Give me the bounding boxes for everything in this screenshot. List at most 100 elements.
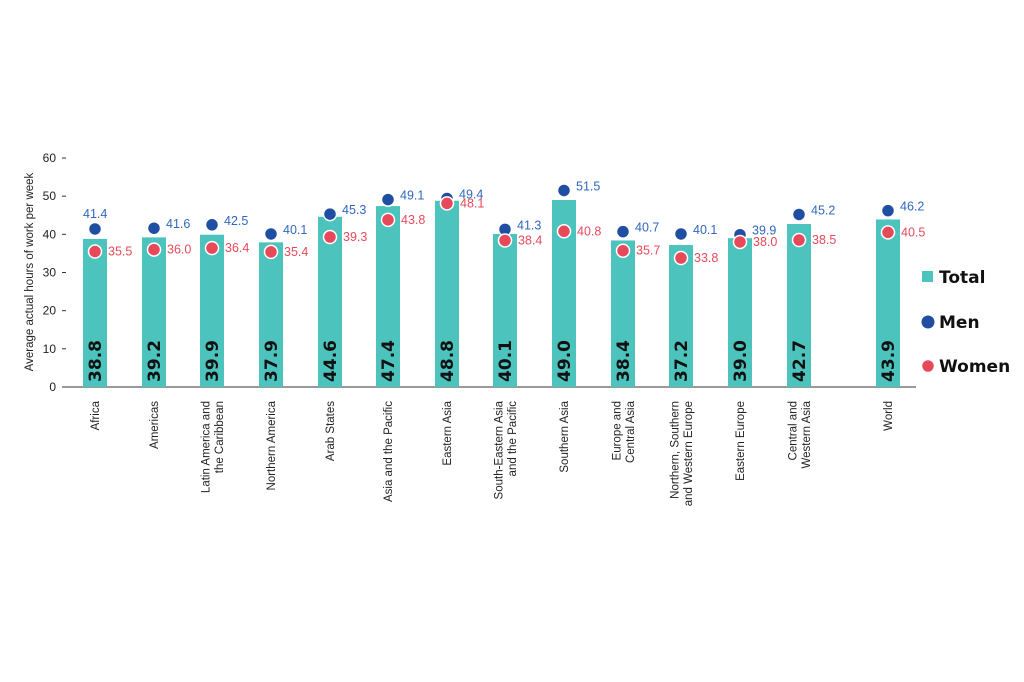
category-label-line: and Western Europe: [683, 401, 695, 506]
y-tick-label: 0: [49, 380, 56, 394]
women-points: 35.5 36.0 36.4 35.4 39.3 43.8 48.1 38.4 40.8 35.7…: [87, 196, 925, 266]
women-point: [497, 233, 513, 248]
women-value-label: 43.8: [401, 213, 425, 227]
women-point: [556, 224, 572, 239]
women-value-label: 35.7: [636, 244, 660, 258]
men-point: [204, 217, 220, 233]
bar-total: [200, 234, 224, 387]
bar-value-label: 49.0: [555, 340, 575, 382]
women-value-label: 48.1: [460, 196, 484, 210]
men-value-label: 40.7: [635, 221, 659, 235]
men-point: [791, 207, 807, 222]
men-point: [322, 206, 338, 222]
category-label-line: Central and: [787, 401, 799, 460]
men-value-label: 40.1: [693, 223, 717, 237]
women-value-label: 40.8: [577, 224, 601, 238]
men-point: [615, 224, 631, 239]
legend-total-label: Total: [939, 268, 985, 288]
bar-value-label: 40.1: [496, 340, 516, 382]
men-value-label: 49.1: [400, 189, 424, 203]
category-label: Europe and Central Asia: [611, 400, 637, 463]
category-label: Northern, Southern and Western Europe: [669, 401, 695, 506]
bar-total: [83, 238, 107, 387]
bar-total: [493, 233, 517, 387]
category-label-line: Northern, Southern: [669, 401, 681, 499]
category-label-line: World: [883, 401, 895, 431]
category-label: South-Eastern Asia and the Pacific: [493, 400, 519, 499]
men-value-label: 45.2: [811, 203, 835, 217]
men-point: [556, 183, 572, 198]
women-value-label: 35.5: [108, 245, 132, 259]
women-value-label: 35.4: [284, 245, 308, 259]
men-value-label: 41.3: [517, 218, 541, 232]
legend-women-marker: [920, 358, 936, 374]
bar-total: [669, 245, 693, 387]
category-label-line: Americas: [149, 401, 161, 449]
men-value-label: 46.2: [900, 200, 924, 214]
category-label: Africa: [90, 400, 102, 430]
y-tick-label: 60: [43, 151, 57, 165]
women-point: [732, 234, 748, 250]
category-label-line: Asia and the Pacific: [383, 401, 395, 502]
x-axis-labels: Africa Americas Latin America and the Carib…: [90, 400, 895, 506]
bar-total: [787, 224, 811, 387]
women-value-label: 36.4: [225, 241, 249, 255]
men-point: [87, 221, 103, 237]
men-value-label: 51.5: [576, 179, 600, 193]
category-label: Southern Asia: [559, 400, 571, 472]
bar-value-label: 38.8: [86, 340, 106, 382]
category-label-line: Europe and: [611, 401, 623, 460]
y-axis: 0 10 20 30 40 50 60: [43, 151, 916, 394]
category-label-line: Eastern Europe: [735, 401, 747, 481]
women-value-label: 40.5: [901, 225, 925, 239]
women-point: [615, 243, 631, 258]
women-point: [380, 212, 396, 228]
bar-total: [259, 242, 283, 387]
bar-value-label: 48.8: [438, 340, 458, 382]
category-label: Arab States: [325, 401, 337, 461]
bar-value-label: 43.9: [879, 340, 899, 382]
women-point: [204, 240, 220, 256]
category-label-line: and the Pacific: [507, 401, 519, 477]
category-label: Latin America and the Caribbean: [200, 401, 226, 493]
legend-men-marker: [921, 315, 935, 329]
legend-women-label: Women: [939, 357, 1010, 377]
bar-value-label: 37.9: [262, 340, 282, 382]
category-label-line: Latin America and: [200, 401, 212, 493]
y-tick-label: 40: [43, 227, 57, 241]
men-point: [263, 226, 279, 242]
women-point: [322, 229, 338, 245]
bar-value-label: 39.9: [203, 340, 223, 382]
category-label: Central and Western Asia: [787, 400, 813, 468]
men-point: [380, 192, 396, 207]
women-value-label: 33.8: [694, 251, 718, 265]
category-label: Americas: [149, 401, 161, 449]
bar-value-label: 44.6: [321, 340, 341, 382]
category-label-line: the Caribbean: [214, 401, 226, 473]
women-value-label: 38.5: [812, 233, 836, 247]
y-tick-label: 50: [43, 189, 57, 203]
women-value-label: 39.3: [343, 230, 367, 244]
bar-total: [435, 200, 459, 387]
men-value-label: 41.4: [83, 207, 107, 221]
category-label-line: Africa: [90, 400, 102, 430]
women-value-label: 38.0: [753, 235, 777, 249]
y-axis-title: Average actual hours of work per week: [24, 172, 36, 371]
women-value-label: 38.4: [518, 233, 542, 247]
legend-total-swatch: [922, 271, 933, 282]
y-tick-label: 30: [43, 266, 57, 280]
y-tick-label: 10: [43, 342, 57, 356]
women-point: [263, 244, 279, 260]
category-label-line: Western Asia: [801, 400, 813, 468]
bar-total: [376, 206, 400, 387]
men-value-label: 42.5: [224, 214, 248, 228]
bar-value-label: 42.7: [790, 340, 810, 382]
men-value-label: 49.4: [459, 187, 483, 201]
men-point: [880, 203, 896, 218]
bar-total: [876, 219, 900, 387]
bar-value-label: 38.4: [614, 340, 634, 382]
category-label: Eastern Asia: [442, 400, 454, 465]
women-point: [880, 225, 896, 240]
women-value-label: 36.0: [167, 243, 191, 257]
